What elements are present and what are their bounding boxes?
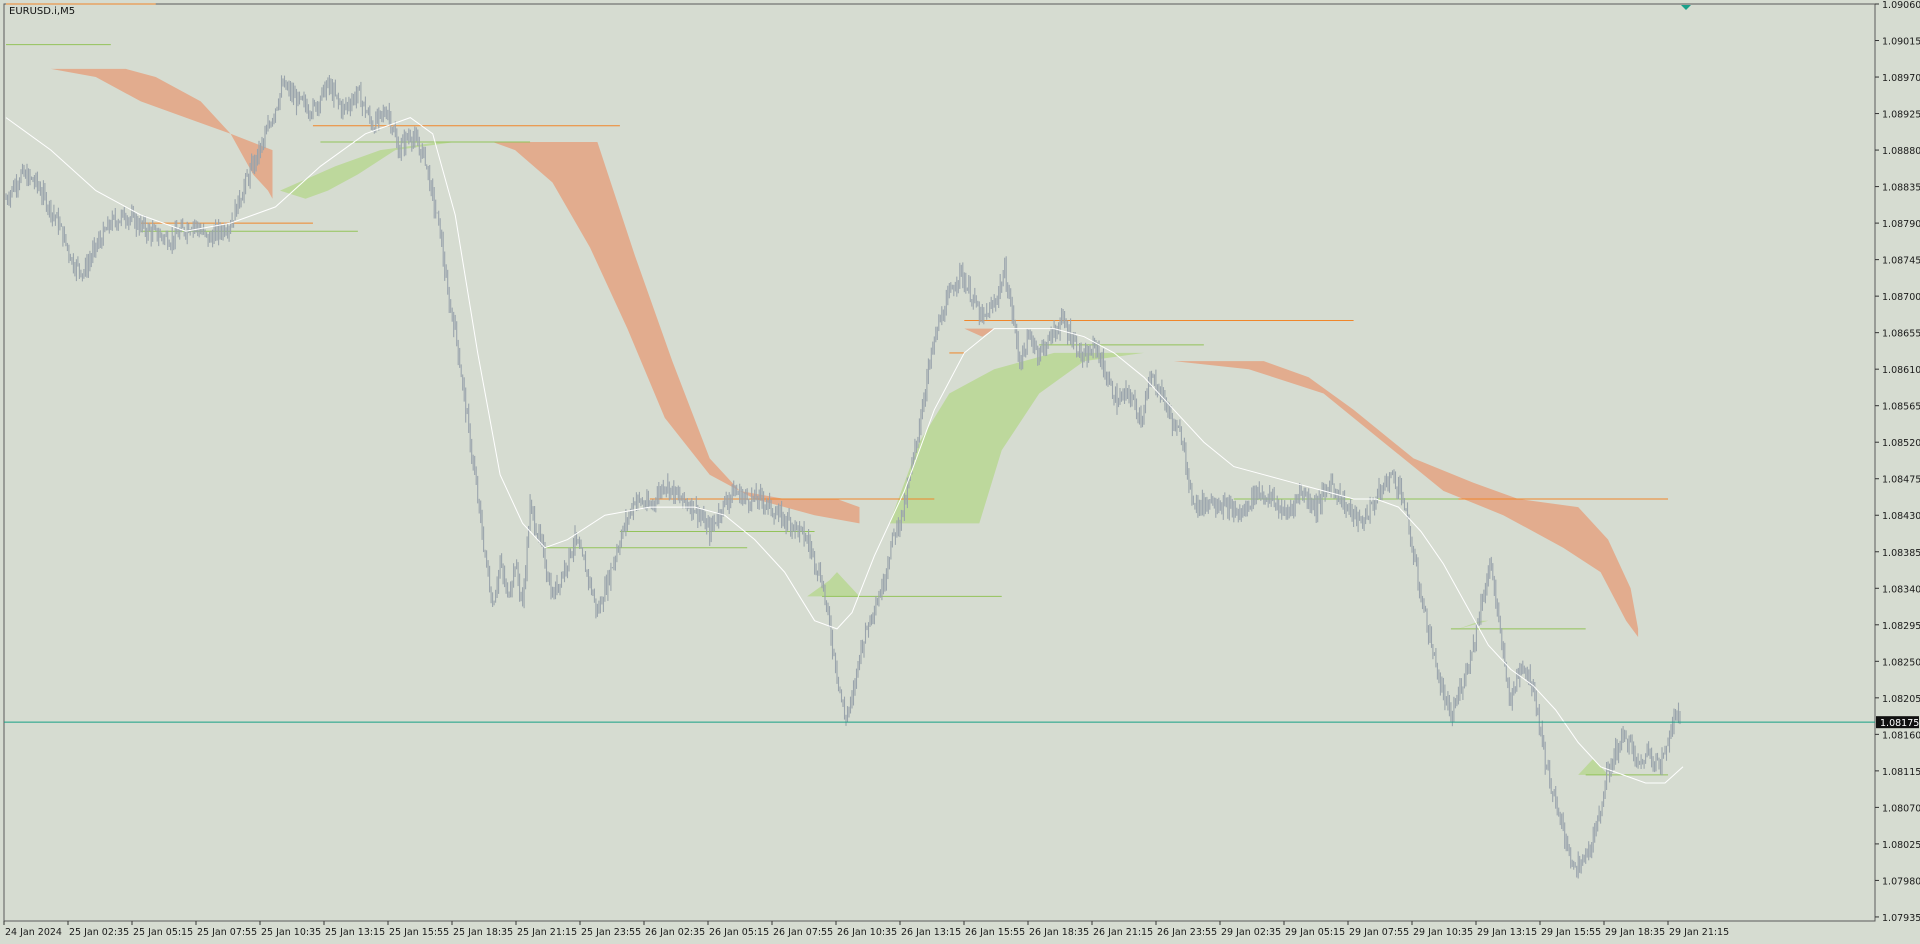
price-axis-label: 1.08205 xyxy=(1882,694,1920,705)
time-axis-label: 26 Jan 15:55 xyxy=(965,927,1025,938)
trade-marker-icon xyxy=(1681,5,1691,10)
bearish-cloud xyxy=(964,328,995,337)
time-axis-label: 29 Jan 02:35 xyxy=(1221,927,1281,938)
price-axis-label: 1.08475 xyxy=(1882,475,1920,486)
price-axis-label: 1.08070 xyxy=(1882,803,1920,814)
time-axis-label: 25 Jan 02:35 xyxy=(69,927,129,938)
price-axis-label: 1.08025 xyxy=(1882,840,1920,851)
bearish-cloud xyxy=(492,142,860,524)
time-axis-label: 26 Jan 07:55 xyxy=(773,927,833,938)
price-axis-label: 1.09015 xyxy=(1882,37,1920,48)
time-axis-label: 29 Jan 21:15 xyxy=(1669,927,1729,938)
price-axis-label: 1.08115 xyxy=(1882,767,1920,778)
price-axis-label: 1.08610 xyxy=(1882,365,1920,376)
price-axis-label: 1.08655 xyxy=(1882,329,1920,340)
bullish-cloud xyxy=(280,142,456,199)
time-axis-label: 25 Jan 21:15 xyxy=(517,927,577,938)
price-axis-label: 1.08340 xyxy=(1882,584,1920,595)
time-axis-label: 29 Jan 13:15 xyxy=(1477,927,1537,938)
time-axis-label: 24 Jan 2024 xyxy=(5,927,62,938)
time-axis-label: 26 Jan 02:35 xyxy=(645,927,705,938)
price-axis-label: 1.08250 xyxy=(1882,657,1920,668)
current-price-tag xyxy=(1876,716,1919,729)
price-axis-label: 1.08745 xyxy=(1882,256,1920,267)
time-axis-label: 26 Jan 18:35 xyxy=(1029,927,1089,938)
time-axis-label: 25 Jan 23:55 xyxy=(581,927,641,938)
price-axis-label: 1.08790 xyxy=(1882,219,1920,230)
price-axis-label: 1.08880 xyxy=(1882,146,1920,157)
time-axis-label: 25 Jan 13:15 xyxy=(325,927,385,938)
time-axis-label: 25 Jan 18:35 xyxy=(453,927,513,938)
price-axis-label: 1.07980 xyxy=(1882,876,1920,887)
price-axis-label: 1.08295 xyxy=(1882,621,1920,632)
price-axis-label: 1.08520 xyxy=(1882,438,1920,449)
bullish-cloud xyxy=(889,352,1144,524)
time-axis-label: 29 Jan 18:35 xyxy=(1605,927,1665,938)
price-axis-label: 1.08160 xyxy=(1882,730,1920,741)
time-axis-label: 26 Jan 21:15 xyxy=(1093,927,1153,938)
bearish-cloud xyxy=(24,68,273,199)
time-axis-label: 25 Jan 07:55 xyxy=(197,927,257,938)
bullish-cloud xyxy=(807,572,860,597)
price-axis-label: 1.08970 xyxy=(1882,73,1920,84)
price-axis-label: 1.08430 xyxy=(1882,511,1920,522)
moving-average-line xyxy=(5,117,1684,784)
time-axis-label: 29 Jan 05:15 xyxy=(1285,927,1345,938)
price-axis-label: 1.08565 xyxy=(1882,402,1920,413)
time-axis-label: 25 Jan 15:55 xyxy=(389,927,449,938)
time-axis-label: 25 Jan 05:15 xyxy=(133,927,193,938)
symbol-label: EURUSD.i,M5 xyxy=(9,6,76,17)
time-axis-label: 26 Jan 05:15 xyxy=(709,927,769,938)
price-axis-label: 1.08385 xyxy=(1882,548,1920,559)
price-axis-label: 1.08700 xyxy=(1882,292,1920,303)
current-price-value: 1.08175 xyxy=(1880,718,1919,729)
time-axis-label: 26 Jan 23:55 xyxy=(1157,927,1217,938)
time-axis-label: 25 Jan 10:35 xyxy=(261,927,321,938)
price-axis-label: 1.08925 xyxy=(1882,110,1920,121)
time-axis-label: 26 Jan 10:35 xyxy=(837,927,897,938)
time-axis-label: 29 Jan 15:55 xyxy=(1541,927,1601,938)
time-axis-label: 29 Jan 07:55 xyxy=(1349,927,1409,938)
time-axis-label: 29 Jan 10:35 xyxy=(1413,927,1473,938)
price-axis-label: 1.09060 xyxy=(1882,0,1920,11)
time-axis-label: 26 Jan 13:15 xyxy=(901,927,961,938)
price-axis-label: 1.07935 xyxy=(1882,913,1920,924)
bullish-cloud xyxy=(1578,758,1609,775)
price-axis-label: 1.08835 xyxy=(1882,183,1920,194)
